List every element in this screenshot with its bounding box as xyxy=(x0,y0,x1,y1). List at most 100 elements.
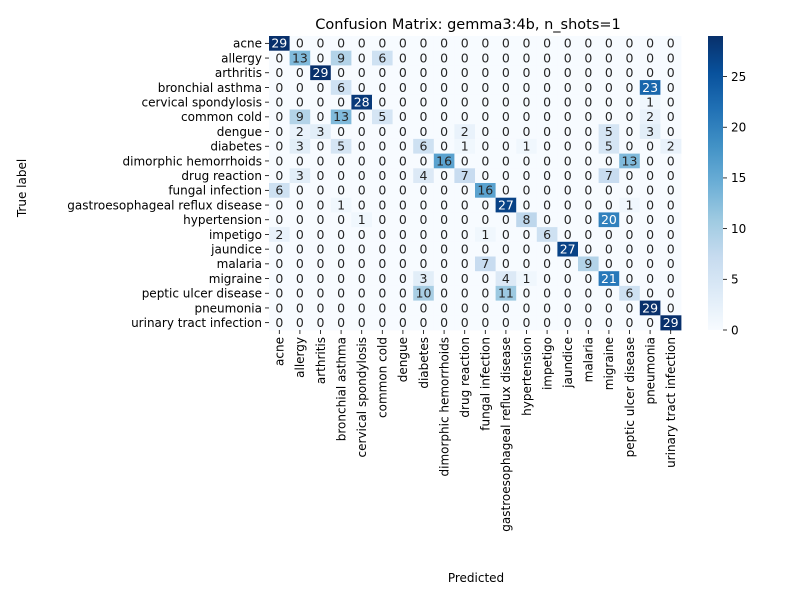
cell-value-label: 0 xyxy=(296,227,304,242)
cell-value-label: 0 xyxy=(523,168,531,183)
cell-value-label: 29 xyxy=(271,36,287,51)
heatmap-cell xyxy=(289,197,311,213)
heatmap-cell xyxy=(351,212,373,228)
cell-value-label: 1 xyxy=(337,197,345,212)
heatmap-cell xyxy=(639,256,661,272)
colorbar: 0 5 10 15 20 25 xyxy=(708,36,746,337)
cell-value-label: 21 xyxy=(601,271,617,286)
cell-value-label: 0 xyxy=(564,109,572,124)
heatmap-cell xyxy=(475,241,496,257)
heatmap-cell xyxy=(392,183,414,199)
cell-value-label: 0 xyxy=(605,241,613,256)
x-tick-label: drug reaction xyxy=(458,337,472,418)
cell-value-label: 0 xyxy=(461,94,469,109)
cell-value-label: 0 xyxy=(358,315,366,330)
cell-value-label: 0 xyxy=(626,227,634,242)
x-tick-label: cervical spondylosis xyxy=(355,337,369,458)
heatmap-cell xyxy=(269,197,290,213)
cell-value-label: 0 xyxy=(461,241,469,256)
cell-value-label: 0 xyxy=(440,271,448,286)
heatmap-cell xyxy=(516,241,538,257)
cell-value-label: 0 xyxy=(626,65,634,80)
heatmap-cell xyxy=(310,80,332,96)
cell-value-label: 0 xyxy=(543,271,551,286)
cell-value-label: 0 xyxy=(523,94,531,109)
cell-value-label: 0 xyxy=(317,212,325,227)
x-tick-label: peptic ulcer disease xyxy=(623,337,637,457)
cell-value-label: 0 xyxy=(378,94,386,109)
cell-value-label: 0 xyxy=(378,241,386,256)
cell-value-label: 0 xyxy=(584,241,592,256)
cell-value-label: 0 xyxy=(543,139,551,154)
heatmap-cell xyxy=(330,36,352,52)
cell-value-label: 0 xyxy=(378,80,386,95)
heatmap-cell xyxy=(433,271,455,287)
cell-value-label: 0 xyxy=(317,300,325,315)
heatmap-cell xyxy=(372,300,393,316)
heatmap-cell xyxy=(475,212,496,228)
heatmap-cell xyxy=(433,124,455,140)
heatmap-cell xyxy=(289,183,311,199)
heatmap-cell xyxy=(598,36,620,52)
heatmap-cell xyxy=(289,153,311,169)
heatmap-cell xyxy=(598,197,620,213)
heatmap-cell xyxy=(598,285,620,301)
cell-value-label: 0 xyxy=(605,109,613,124)
heatmap-cell xyxy=(598,241,620,257)
cell-value-label: 6 xyxy=(626,286,634,301)
cell-value-label: 0 xyxy=(667,65,675,80)
heatmap-cell xyxy=(392,212,414,228)
cell-value-label: 0 xyxy=(523,256,531,271)
cell-value-label: 0 xyxy=(461,212,469,227)
y-tick-label: jaundice xyxy=(210,242,262,256)
heatmap-cell xyxy=(330,153,352,169)
cell-value-label: 0 xyxy=(461,256,469,271)
heatmap-cell xyxy=(536,153,558,169)
heatmap-cell xyxy=(557,153,579,169)
cell-value-label: 0 xyxy=(440,286,448,301)
cell-value-label: 0 xyxy=(337,271,345,286)
heatmap-cell xyxy=(516,315,538,331)
cell-value-label: 0 xyxy=(564,271,572,286)
cell-value-label: 0 xyxy=(440,315,448,330)
colorbar-tick-label: 5 xyxy=(731,273,739,287)
cell-value-label: 0 xyxy=(420,36,428,51)
heatmap-cell xyxy=(557,80,579,96)
cell-value-label: 2 xyxy=(296,124,304,139)
cell-value-label: 0 xyxy=(667,197,675,212)
heatmap-cell xyxy=(351,65,373,81)
heatmap-cell xyxy=(578,153,599,169)
heatmap-cell xyxy=(289,300,311,316)
heatmap-cell xyxy=(639,80,661,96)
cell-value-label: 0 xyxy=(296,197,304,212)
heatmap-cell xyxy=(454,94,476,110)
heatmap-cell xyxy=(619,241,641,257)
heatmap-cell xyxy=(310,94,332,110)
cell-value-label: 0 xyxy=(481,168,489,183)
heatmap-cell xyxy=(433,300,455,316)
cell-value-label: 0 xyxy=(543,168,551,183)
heatmap-cell xyxy=(289,168,311,184)
heatmap-cell xyxy=(392,300,414,316)
cell-value-label: 0 xyxy=(667,183,675,198)
cell-value-label: 0 xyxy=(317,80,325,95)
cell-value-label: 0 xyxy=(440,139,448,154)
cell-value-label: 0 xyxy=(543,183,551,198)
cell-value-label: 0 xyxy=(420,183,428,198)
heatmap-cell xyxy=(495,271,517,287)
heatmap-cell xyxy=(639,197,661,213)
cell-value-label: 0 xyxy=(317,109,325,124)
cell-value-label: 0 xyxy=(543,241,551,256)
heatmap-cell xyxy=(289,315,311,331)
cell-value-label: 0 xyxy=(440,36,448,51)
cell-value-label: 7 xyxy=(461,168,469,183)
heatmap-cell xyxy=(660,241,682,257)
heatmap-cell xyxy=(310,138,332,154)
cell-value-label: 0 xyxy=(296,315,304,330)
heatmap-cell xyxy=(433,315,455,331)
cell-value-label: 0 xyxy=(399,109,407,124)
cell-value-label: 0 xyxy=(584,197,592,212)
heatmap-cell xyxy=(557,315,579,331)
cell-value-label: 0 xyxy=(584,50,592,65)
heatmap-cell xyxy=(578,65,599,81)
